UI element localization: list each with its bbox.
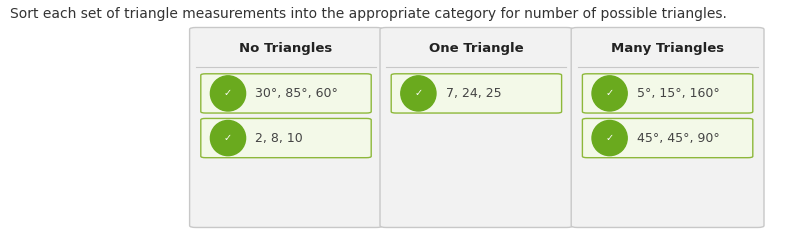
- Ellipse shape: [592, 121, 627, 156]
- Text: 2, 8, 10: 2, 8, 10: [255, 132, 303, 145]
- FancyBboxPatch shape: [201, 118, 371, 158]
- Text: ✓: ✓: [606, 133, 614, 143]
- Text: ✓: ✓: [224, 133, 232, 143]
- FancyBboxPatch shape: [380, 27, 573, 227]
- Ellipse shape: [210, 121, 246, 156]
- Text: Many Triangles: Many Triangles: [611, 42, 724, 55]
- Text: 45°, 45°, 90°: 45°, 45°, 90°: [637, 132, 719, 145]
- FancyBboxPatch shape: [571, 27, 764, 227]
- Text: No Triangles: No Triangles: [239, 42, 333, 55]
- Text: One Triangle: One Triangle: [429, 42, 524, 55]
- Text: ✓: ✓: [606, 88, 614, 98]
- FancyBboxPatch shape: [582, 74, 753, 113]
- FancyBboxPatch shape: [201, 74, 371, 113]
- FancyBboxPatch shape: [190, 27, 382, 227]
- Ellipse shape: [401, 76, 436, 111]
- Text: Sort each set of triangle measurements into the appropriate category for number : Sort each set of triangle measurements i…: [10, 7, 726, 21]
- Text: 5°, 15°, 160°: 5°, 15°, 160°: [637, 87, 719, 100]
- Text: 30°, 85°, 60°: 30°, 85°, 60°: [255, 87, 338, 100]
- Text: 7, 24, 25: 7, 24, 25: [446, 87, 502, 100]
- Ellipse shape: [210, 76, 246, 111]
- FancyBboxPatch shape: [391, 74, 562, 113]
- Text: ✓: ✓: [224, 88, 232, 98]
- FancyBboxPatch shape: [582, 118, 753, 158]
- Ellipse shape: [592, 76, 627, 111]
- Text: ✓: ✓: [414, 88, 422, 98]
